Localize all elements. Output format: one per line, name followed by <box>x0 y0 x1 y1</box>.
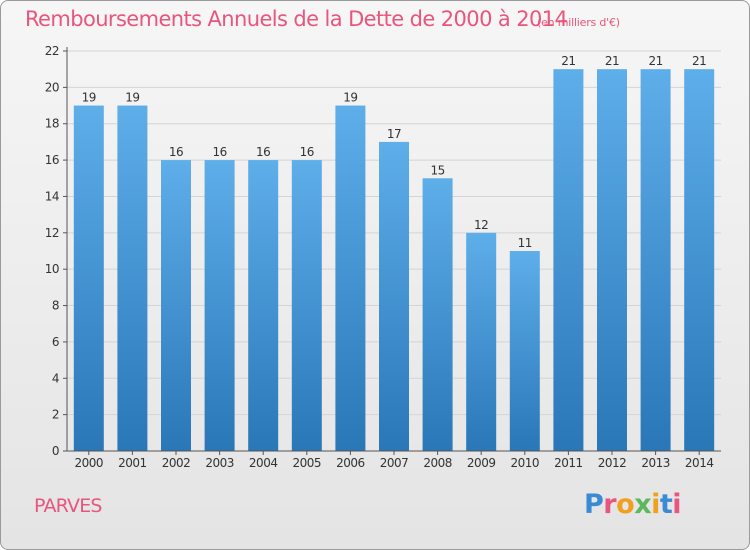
data-label: 19 <box>82 91 96 105</box>
data-label: 21 <box>561 54 575 68</box>
bar-2007 <box>379 141 409 451</box>
bar-2014 <box>684 69 715 451</box>
logo-letter: i <box>651 489 660 520</box>
logo-letter: r <box>603 489 617 520</box>
bar-2001 <box>117 105 148 451</box>
bar-2009 <box>466 232 497 451</box>
bar-2013 <box>640 69 671 451</box>
x-tick-label: 2009 <box>467 456 496 470</box>
data-label: 21 <box>648 54 662 68</box>
data-label: 21 <box>692 54 706 68</box>
bar-2008 <box>422 178 453 452</box>
y-tick-label: 12 <box>45 226 59 240</box>
data-label: 16 <box>300 145 314 159</box>
x-tick-label: 2000 <box>75 456 104 470</box>
x-tick-label: 2012 <box>598 456 627 470</box>
logo-letter: i <box>672 489 682 520</box>
logo-letter: t <box>659 489 673 520</box>
y-tick-label: 0 <box>52 444 59 458</box>
bar-2005 <box>291 160 322 451</box>
bar-2011 <box>553 69 584 451</box>
y-tick-label: 18 <box>45 117 59 131</box>
bar-2006 <box>335 105 366 451</box>
logo-letter: x <box>634 489 652 520</box>
y-tick-label: 8 <box>52 299 59 313</box>
x-tick-label: 2007 <box>380 456 409 470</box>
y-tick-label: 6 <box>52 335 59 349</box>
data-label: 16 <box>169 145 183 159</box>
bar-2002 <box>161 160 191 451</box>
x-tick-label: 2002 <box>162 456 191 470</box>
data-label: 19 <box>125 91 139 105</box>
y-tick-label: 22 <box>45 44 59 58</box>
data-label: 19 <box>343 91 357 105</box>
logo-letter: P <box>584 489 604 520</box>
data-label: 15 <box>430 163 444 177</box>
data-label: 21 <box>605 54 619 68</box>
y-tick-label: 10 <box>45 262 59 276</box>
bar-2003 <box>204 160 235 451</box>
x-tick-label: 2010 <box>511 456 540 470</box>
y-tick-label: 2 <box>52 408 59 422</box>
bars <box>73 69 715 452</box>
data-label: 17 <box>387 127 401 141</box>
x-tick-label: 2005 <box>293 456 322 470</box>
chart-title: Remboursements Annuels de la Dette de 20… <box>25 7 568 31</box>
x-tick-label: 2014 <box>685 456 714 470</box>
data-label: 12 <box>474 218 488 232</box>
x-tick-label: 2011 <box>554 456 583 470</box>
axes: 0 2 4 6 8 10 12 14 16 18 20 22 2000 2001 2002 2003 2004 2… <box>45 44 721 470</box>
x-tick-label: 2008 <box>423 456 452 470</box>
x-tick-label: 2004 <box>249 456 278 470</box>
y-tick-label: 4 <box>52 371 59 385</box>
x-tick-label: 2006 <box>336 456 365 470</box>
chart-unit: (en milliers d'€) <box>537 16 620 29</box>
data-label: 11 <box>518 236 532 250</box>
x-tick-label: 2013 <box>641 456 670 470</box>
logo-letter: o <box>616 489 635 520</box>
y-tick-label: 20 <box>45 80 59 94</box>
bar-2010 <box>509 251 540 451</box>
y-tick-label: 14 <box>45 189 59 203</box>
proxiti-logo: Proxiti <box>584 489 682 520</box>
data-label: 16 <box>256 145 270 159</box>
bar-2000 <box>73 105 104 451</box>
data-labels: 19 19 16 16 16 16 19 17 15 12 11 21 21 21 21 <box>82 54 707 250</box>
data-label: 16 <box>212 145 226 159</box>
x-tick-label: 2001 <box>118 456 147 470</box>
bar-2012 <box>597 69 627 451</box>
commune-name: PARVES <box>34 495 102 517</box>
y-tick-label: 16 <box>45 153 59 167</box>
x-tick-label: 2003 <box>205 456 234 470</box>
bar-2004 <box>248 160 279 451</box>
